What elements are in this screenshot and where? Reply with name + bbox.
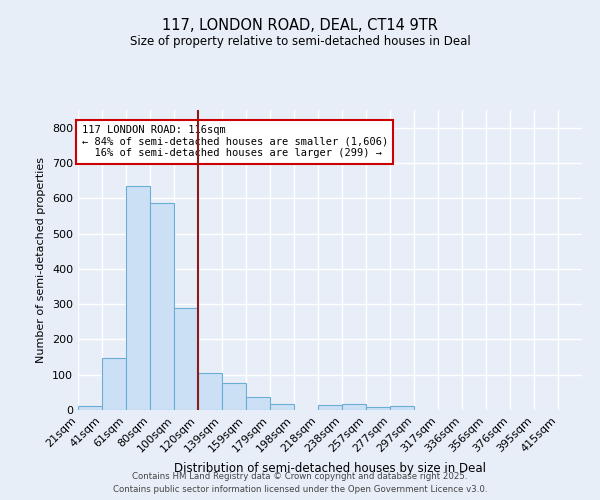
X-axis label: Distribution of semi-detached houses by size in Deal: Distribution of semi-detached houses by … (174, 462, 486, 475)
Bar (246, 396, 270, 410)
Text: 117 LONDON ROAD: 116sqm
← 84% of semi-detached houses are smaller (1,606)
  16% : 117 LONDON ROAD: 116sqm ← 84% of semi-de… (82, 125, 388, 158)
Bar (390, 406, 414, 410)
Text: Contains HM Land Registry data © Crown copyright and database right 2025.: Contains HM Land Registry data © Crown c… (132, 472, 468, 481)
Bar (102, 358, 126, 410)
Y-axis label: Number of semi-detached properties: Number of semi-detached properties (37, 157, 46, 363)
Bar (198, 373, 222, 410)
Bar (318, 405, 342, 410)
Text: 117, LONDON ROAD, DEAL, CT14 9TR: 117, LONDON ROAD, DEAL, CT14 9TR (162, 18, 438, 32)
Bar (342, 404, 366, 410)
Bar (222, 383, 246, 410)
Text: Contains public sector information licensed under the Open Government Licence v3: Contains public sector information licen… (113, 485, 487, 494)
Bar (270, 404, 294, 410)
Bar (78, 406, 102, 410)
Bar (150, 203, 174, 410)
Bar (366, 407, 390, 410)
Text: Size of property relative to semi-detached houses in Deal: Size of property relative to semi-detach… (130, 35, 470, 48)
Bar (126, 186, 150, 410)
Bar (174, 308, 198, 410)
